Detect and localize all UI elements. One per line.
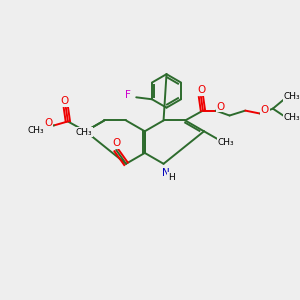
Text: O: O bbox=[198, 85, 206, 95]
Text: CH₃: CH₃ bbox=[283, 113, 300, 122]
Text: N: N bbox=[162, 168, 170, 178]
Text: O: O bbox=[112, 138, 120, 148]
Text: CH₃: CH₃ bbox=[217, 138, 234, 147]
Text: O: O bbox=[217, 102, 225, 112]
Text: CH₃: CH₃ bbox=[283, 92, 300, 101]
Text: H: H bbox=[168, 173, 175, 182]
Text: O: O bbox=[44, 118, 52, 128]
Text: O: O bbox=[61, 96, 69, 106]
Text: CH₃: CH₃ bbox=[75, 128, 92, 137]
Text: CH₃: CH₃ bbox=[27, 126, 44, 135]
Text: F: F bbox=[125, 90, 131, 100]
Text: O: O bbox=[261, 105, 269, 115]
